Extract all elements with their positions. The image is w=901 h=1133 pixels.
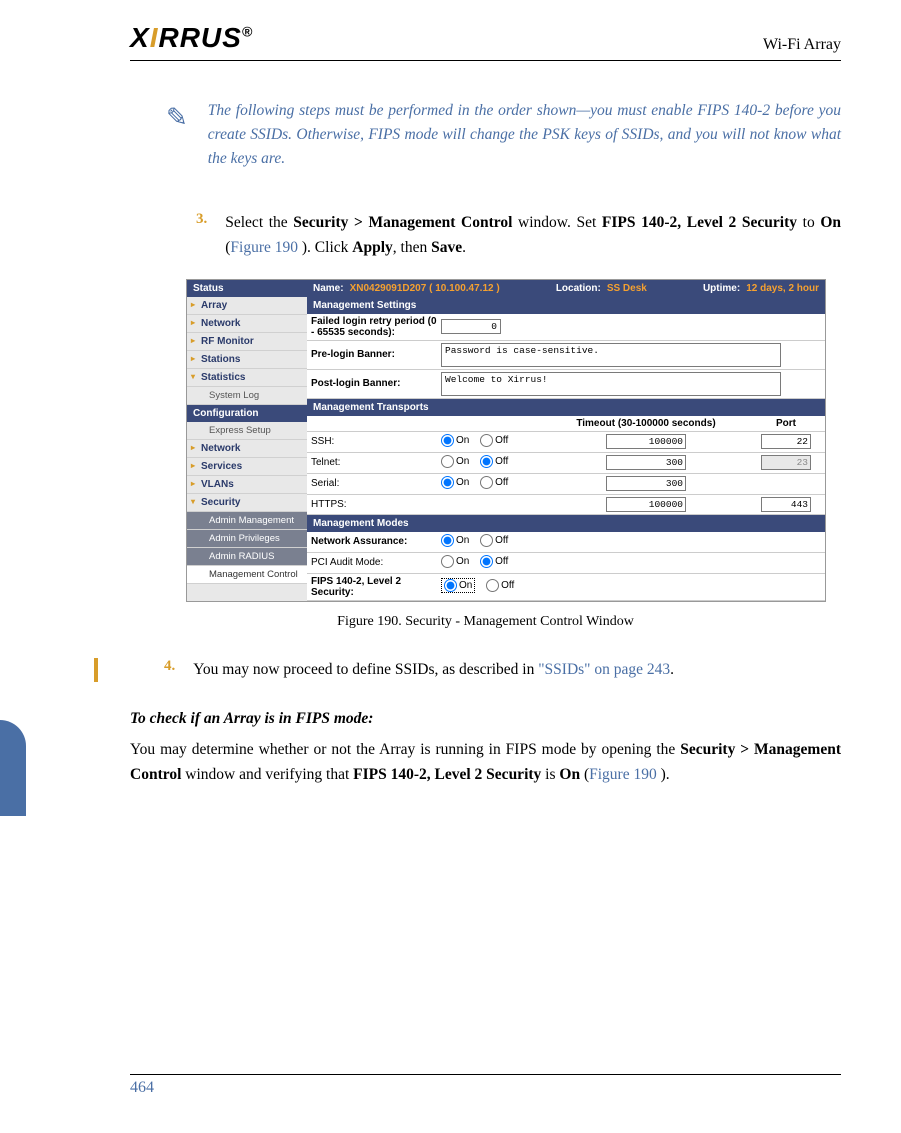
pci-label: PCI Audit Mode: [311, 557, 441, 568]
logo: XIRRUS® [130, 22, 253, 54]
header-title: Wi-Fi Array [763, 36, 841, 54]
ssh-port-input[interactable] [761, 434, 811, 449]
sidebar-item-cfg-network[interactable]: Network [187, 440, 307, 458]
ss-main: Management Settings Failed login retry p… [307, 297, 825, 601]
step-number: 3. [196, 211, 207, 261]
na-off-radio[interactable] [480, 534, 493, 547]
pci-on-radio[interactable] [441, 555, 454, 568]
sidebar-item-rf-monitor[interactable]: RF Monitor [187, 333, 307, 351]
sidebar-item-stations[interactable]: Stations [187, 351, 307, 369]
telnet-port-input[interactable] [761, 455, 811, 470]
serial-label: Serial: [311, 478, 441, 489]
sidebar-item-cfg-security[interactable]: Security [187, 494, 307, 512]
page-footer: 464 [130, 1074, 841, 1097]
sidebar-sub-system-log[interactable]: System Log [187, 387, 307, 405]
ss-section-transports: Management Transports [307, 399, 825, 416]
ssh-on-radio[interactable] [441, 434, 454, 447]
serial-off-radio[interactable] [480, 476, 493, 489]
sidebar-item-cfg-vlans[interactable]: VLANs [187, 476, 307, 494]
figure-link[interactable]: Figure 190 [589, 766, 660, 783]
page-header: XIRRUS® Wi-Fi Array [130, 22, 841, 61]
na-label: Network Assurance: [311, 536, 441, 547]
pci-off-radio[interactable] [480, 555, 493, 568]
step-3: 3. Select the Security > Management Cont… [130, 211, 841, 261]
step-number: 4. [164, 658, 175, 683]
sidebar-sub-express[interactable]: Express Setup [187, 422, 307, 440]
fips-off-radio[interactable] [486, 579, 499, 592]
telnet-off-radio[interactable] [480, 455, 493, 468]
logo-text-pre: X [130, 22, 150, 53]
page-number: 464 [130, 1079, 841, 1097]
hand-writing-icon: ✎ [166, 99, 188, 171]
ss-loc-value: SS Desk [607, 283, 647, 294]
paragraph: You may determine whether or not the Arr… [130, 738, 841, 788]
note-text: The following steps must be performed in… [208, 99, 841, 171]
telnet-label: Telnet: [311, 457, 441, 468]
retry-input[interactable] [441, 319, 501, 334]
ss-name-value: XN0429091D207 ( 10.100.47.12 ) [350, 283, 500, 294]
ssids-link[interactable]: "SSIDs" on page 243 [538, 661, 670, 678]
subheading: To check if an Array is in FIPS mode: [130, 710, 841, 728]
sidebar-sub-mgmt-control[interactable]: Management Control [187, 566, 307, 584]
serial-on-radio[interactable] [441, 476, 454, 489]
serial-timeout-input[interactable] [606, 476, 686, 491]
na-on-radio[interactable] [441, 534, 454, 547]
telnet-timeout-input[interactable] [606, 455, 686, 470]
fips-on-radio[interactable] [444, 579, 457, 592]
ss-name-label: Name: [313, 283, 344, 294]
ssh-timeout-input[interactable] [606, 434, 686, 449]
sidebar-sub-admin-mgmt[interactable]: Admin Management [187, 512, 307, 530]
telnet-on-radio[interactable] [441, 455, 454, 468]
ss-uptime-label: Uptime: [703, 283, 740, 294]
figure-caption: Figure 190. Security - Management Contro… [130, 614, 841, 630]
sidebar-header-config: Configuration [187, 405, 307, 422]
ss-loc-label: Location: [556, 283, 601, 294]
sidebar-item-cfg-services[interactable]: Services [187, 458, 307, 476]
retry-label: Failed login retry period (0 - 65535 sec… [311, 316, 441, 338]
fips-label: FIPS 140-2, Level 2 Security: [311, 576, 441, 598]
https-timeout-input[interactable] [606, 497, 686, 512]
https-label: HTTPS: [311, 499, 441, 510]
ssh-label: SSH: [311, 436, 441, 447]
sidebar-sub-admin-priv[interactable]: Admin Privileges [187, 530, 307, 548]
pre-login-label: Pre-login Banner: [311, 349, 441, 360]
post-login-input[interactable]: Welcome to Xirrus! [441, 372, 781, 396]
ss-uptime-value: 12 days, 2 hour [746, 283, 819, 294]
sidebar-sub-admin-radius[interactable]: Admin RADIUS [187, 548, 307, 566]
ss-section-mgmt-settings: Management Settings [307, 297, 825, 314]
pre-login-input[interactable]: Password is case-sensitive. [441, 343, 781, 367]
th-timeout: Timeout (30-100000 seconds) [541, 418, 751, 429]
sidebar-item-array[interactable]: Array [187, 297, 307, 315]
step-body: Select the Security > Management Control… [225, 211, 841, 261]
ss-status-label: Status [193, 283, 307, 294]
sidebar-item-statistics[interactable]: Statistics [187, 369, 307, 387]
step-body: You may now proceed to define SSIDs, as … [193, 658, 674, 683]
th-port: Port [751, 418, 821, 429]
ss-section-modes: Management Modes [307, 515, 825, 532]
ss-topbar: Status Name: XN0429091D207 ( 10.100.47.1… [187, 280, 825, 297]
ssh-off-radio[interactable] [480, 434, 493, 447]
post-login-label: Post-login Banner: [311, 378, 441, 389]
https-port-input[interactable] [761, 497, 811, 512]
note-block: ✎ The following steps must be performed … [130, 99, 841, 171]
figure-link[interactable]: Figure 190 [230, 239, 301, 256]
logo-text-post: RRUS [158, 22, 241, 53]
screenshot-figure: Status Name: XN0429091D207 ( 10.100.47.1… [186, 279, 826, 602]
ss-sidebar: Array Network RF Monitor Stations Statis… [187, 297, 307, 601]
sidebar-item-network[interactable]: Network [187, 315, 307, 333]
